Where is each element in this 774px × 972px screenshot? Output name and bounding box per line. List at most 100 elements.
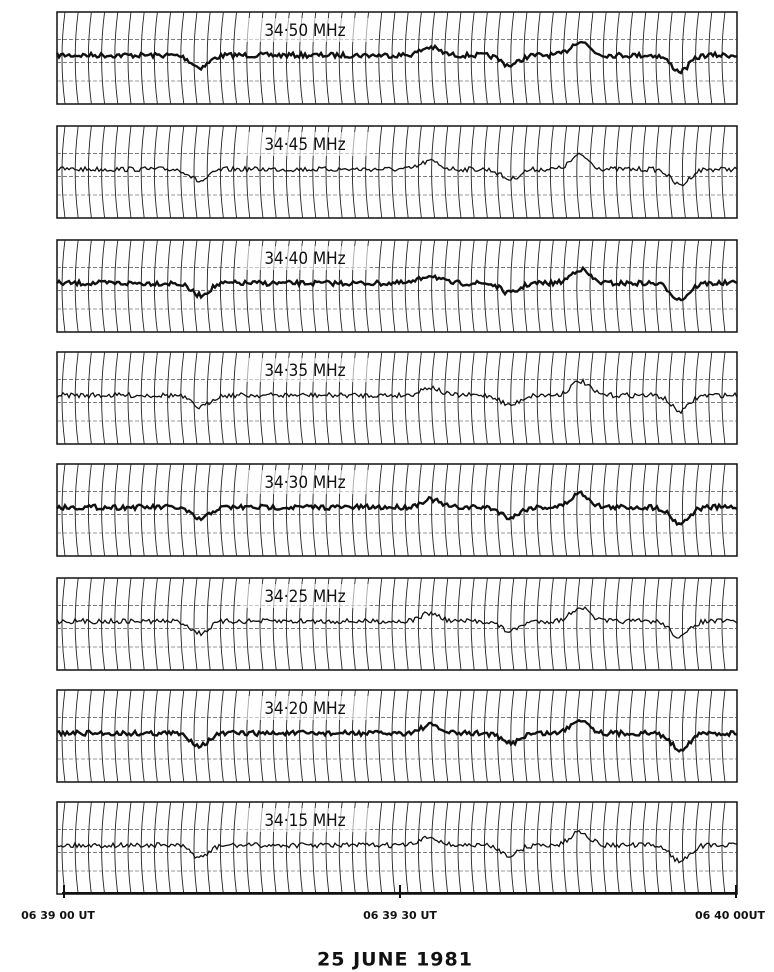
grid-line	[630, 802, 633, 894]
grid-line	[682, 690, 685, 782]
grid-line	[682, 464, 685, 556]
grid-line	[418, 578, 421, 670]
grid-line	[432, 690, 435, 782]
grid-line	[405, 352, 408, 444]
grid-line	[194, 352, 197, 444]
grid-line	[564, 12, 567, 104]
grid-line	[564, 690, 567, 782]
trace	[57, 380, 737, 414]
grid-line	[220, 126, 223, 218]
grid-line	[590, 802, 593, 894]
grid-line	[484, 12, 487, 104]
grid-line	[511, 690, 514, 782]
grid-line	[392, 352, 395, 444]
grid-line	[643, 126, 646, 218]
time-label: 06 39 00 UT	[21, 909, 95, 922]
grid-line	[234, 690, 237, 782]
grid-line	[379, 690, 382, 782]
grid-line	[128, 464, 131, 556]
grid-line	[445, 352, 448, 444]
grid-line	[537, 802, 540, 894]
strip: 34·30 MHz	[57, 464, 737, 556]
grid-line	[564, 802, 567, 894]
frequency-label: 34·35 MHz	[264, 361, 345, 381]
grid-line	[220, 464, 223, 556]
grid-line	[471, 578, 474, 670]
frequency-label: 34·15 MHz	[264, 811, 345, 831]
grid-line	[418, 464, 421, 556]
grid-line	[234, 578, 237, 670]
grid-line	[62, 126, 65, 218]
grid-line	[392, 464, 395, 556]
frequency-label: 34·25 MHz	[264, 587, 345, 607]
grid-line	[682, 12, 685, 104]
frequency-label: 34·45 MHz	[264, 135, 345, 155]
grid-line	[181, 126, 184, 218]
grid-line	[62, 802, 65, 894]
grid-line	[102, 126, 105, 218]
grid-line	[405, 578, 408, 670]
grid-line	[709, 126, 712, 218]
grid-line	[550, 578, 553, 670]
grid-line	[128, 578, 131, 670]
grid-line	[643, 12, 646, 104]
grid-line	[656, 578, 659, 670]
grid-line	[722, 802, 725, 894]
grid-line	[471, 352, 474, 444]
grid-line	[484, 464, 487, 556]
grid-line	[564, 240, 567, 332]
grid-line	[75, 352, 78, 444]
grid-line	[141, 802, 144, 894]
grid-line	[722, 578, 725, 670]
grid-line	[115, 126, 118, 218]
grid-line	[154, 352, 157, 444]
grid-line	[207, 126, 210, 218]
grid-line	[181, 802, 184, 894]
grid-line	[564, 352, 567, 444]
grid-line	[577, 802, 580, 894]
grid-line	[484, 240, 487, 332]
grid-line	[550, 352, 553, 444]
strip-frame	[57, 578, 737, 670]
grid-line	[141, 690, 144, 782]
grid-line	[537, 12, 540, 104]
grid-line	[418, 690, 421, 782]
grid-line	[550, 802, 553, 894]
grid-line	[102, 578, 105, 670]
grid-line	[458, 802, 461, 894]
grid-line	[234, 126, 237, 218]
grid-line	[458, 126, 461, 218]
grid-line	[379, 12, 382, 104]
grid-line	[445, 240, 448, 332]
grid-line	[194, 464, 197, 556]
grid-line	[590, 126, 593, 218]
grid-line	[511, 12, 514, 104]
grid-line	[234, 802, 237, 894]
grid-line	[379, 126, 382, 218]
grid-line	[88, 12, 91, 104]
grid-line	[537, 690, 540, 782]
grid-line	[550, 690, 553, 782]
grid-line	[603, 126, 606, 218]
grid-line	[656, 690, 659, 782]
grid-line	[603, 240, 606, 332]
grid-line	[207, 802, 210, 894]
grid-line	[75, 126, 78, 218]
grid-line	[102, 802, 105, 894]
grid-line	[220, 240, 223, 332]
grid-line	[141, 464, 144, 556]
grid-line	[115, 690, 118, 782]
grid-line	[643, 802, 646, 894]
grid-line	[75, 690, 78, 782]
grid-line	[682, 240, 685, 332]
grid-line	[537, 464, 540, 556]
grid-line	[577, 352, 580, 444]
grid-line	[590, 690, 593, 782]
grid-line	[445, 690, 448, 782]
grid-line	[511, 240, 514, 332]
grid-line	[603, 578, 606, 670]
grid-line	[498, 126, 501, 218]
grid-line	[168, 12, 171, 104]
grid-line	[630, 240, 633, 332]
grid-line	[194, 126, 197, 218]
